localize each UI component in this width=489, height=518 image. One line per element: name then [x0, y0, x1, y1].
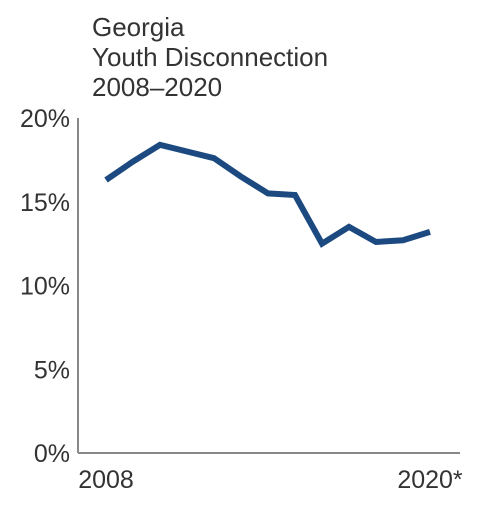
- axes: [77, 118, 460, 454]
- x-tick-label: 2020*: [397, 466, 463, 494]
- y-tick-label: 10%: [20, 273, 70, 301]
- y-tick-label: 0%: [34, 440, 70, 468]
- y-tick-label: 5%: [34, 356, 70, 384]
- x-axis-tick-labels: 2008 2020*: [78, 466, 463, 494]
- y-tick-label: 15%: [20, 189, 70, 217]
- x-tick-label: 2008: [78, 466, 134, 494]
- plot-area: [104, 141, 431, 248]
- y-axis-tick-labels: 0% 5% 10% 15% 20%: [20, 105, 70, 468]
- title-line-2: Youth Disconnection: [92, 42, 328, 72]
- title-line-3: 2008–2020: [92, 72, 222, 102]
- series-line: [104, 141, 431, 248]
- title-line-1: Georgia: [92, 12, 185, 42]
- y-tick-label: 20%: [20, 105, 70, 133]
- chart-title: Georgia Youth Disconnection 2008–2020: [92, 12, 328, 102]
